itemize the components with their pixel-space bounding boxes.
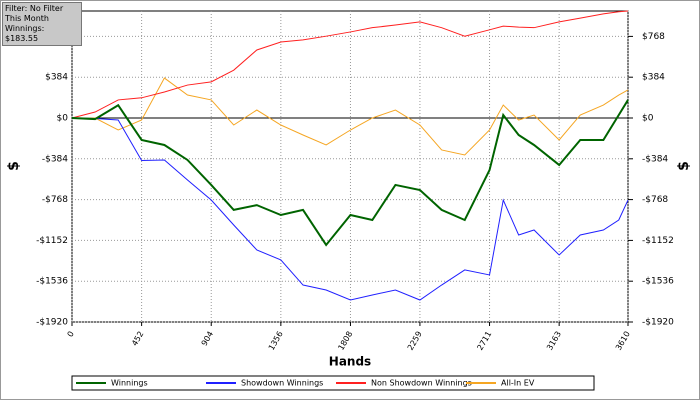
- y2-axis-label: $: [676, 161, 692, 171]
- y-tick-label: -$1920: [36, 318, 68, 328]
- info-filter: Filter: No Filter: [5, 4, 64, 13]
- legend-label: Winnings: [111, 379, 148, 388]
- y2-tick-label: $768: [642, 32, 665, 42]
- series-line: [71, 10, 629, 119]
- y2-tick-label: -$1152: [642, 236, 674, 246]
- x-axis-label: Hands: [329, 355, 371, 369]
- y2-tick-label: $384: [642, 73, 665, 83]
- y-tick-label: $384: [45, 73, 68, 83]
- y-tick-label: -$1152: [36, 236, 68, 246]
- y2-tick-label: -$1920: [642, 318, 674, 328]
- info-box: Filter: No Filter This Month Winnings: $…: [2, 2, 82, 46]
- series-line: [72, 77, 629, 156]
- legend-box: [71, 375, 595, 391]
- y2-tick-label: -$384: [642, 154, 668, 164]
- series-line: [71, 99, 629, 247]
- legend-label: All-In EV: [501, 379, 535, 388]
- info-winnings: Winnings: $183.55: [5, 24, 45, 43]
- y-tick-label: -$384: [42, 154, 68, 164]
- info-period: This Month: [5, 14, 49, 23]
- y2-tick-label: -$768: [642, 195, 668, 205]
- y-tick-label: -$768: [42, 195, 68, 205]
- series-line: [71, 117, 629, 301]
- y-tick-label: $0: [57, 113, 69, 123]
- y-tick-label: -$1536: [36, 277, 68, 287]
- y2-tick-label: -$1536: [642, 277, 674, 287]
- legend-label: Showdown Winnings: [241, 379, 323, 388]
- x-tick-label: 0: [66, 330, 76, 339]
- y-axis-label: $: [6, 161, 22, 171]
- legend-label: Non Showdown Winnings: [371, 379, 472, 388]
- y2-tick-label: $0: [642, 113, 654, 123]
